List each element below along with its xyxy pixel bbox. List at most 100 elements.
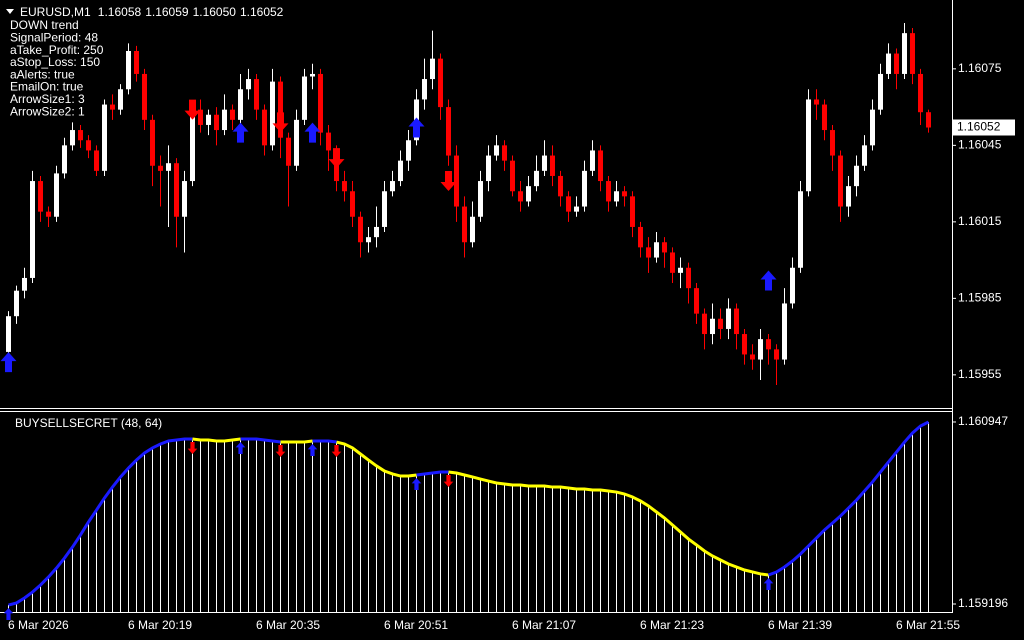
candle-body — [686, 267, 691, 289]
trend-line — [192, 437, 241, 443]
candle-body — [542, 155, 547, 171]
trend-line — [312, 439, 337, 444]
trend-line — [416, 470, 449, 477]
candle-body — [526, 186, 531, 202]
candle-body — [702, 313, 707, 335]
candle-body — [910, 33, 915, 74]
signal-arrow — [307, 444, 318, 457]
candle-body — [126, 51, 131, 90]
trend-line — [240, 437, 281, 444]
close-label: 1.16052 — [240, 5, 284, 19]
candle-body — [638, 226, 643, 248]
x-tick-label: 6 Mar 2026 — [8, 618, 69, 632]
candle-body — [462, 206, 467, 243]
candle-body — [374, 226, 379, 238]
candle-body — [662, 242, 667, 253]
signal-arrow — [0, 352, 17, 373]
candle-body — [558, 175, 563, 197]
candle-body — [534, 170, 539, 187]
candle-body — [926, 112, 931, 128]
candle-body — [454, 155, 459, 207]
candle-body — [246, 79, 251, 90]
candle-body — [822, 104, 827, 131]
candle-body — [406, 140, 411, 161]
x-tick-label: 6 Mar 21:55 — [896, 618, 960, 632]
candle-body — [726, 308, 731, 329]
candle-body — [886, 53, 891, 74]
signal-arrow — [331, 445, 342, 458]
candle-body — [294, 119, 299, 166]
candle-body — [54, 173, 59, 217]
candle-body — [134, 51, 139, 74]
x-tick-label: 6 Mar 21:07 — [512, 618, 576, 632]
candle-body — [582, 170, 587, 207]
candle-body — [318, 73, 323, 133]
candle-body — [166, 163, 171, 171]
x-tick-label: 6 Mar 20:51 — [384, 618, 448, 632]
candle-body — [494, 145, 499, 156]
candle-body — [694, 288, 699, 314]
candle-body — [894, 53, 899, 74]
trend-line — [280, 439, 313, 444]
menu-triangle[interactable] — [6, 9, 14, 14]
candle-body — [382, 191, 387, 227]
candle-body — [150, 119, 155, 166]
candle-body — [214, 114, 219, 131]
candle-body — [654, 242, 659, 258]
info-line: EmailOn: true — [10, 80, 84, 94]
candle-body — [518, 191, 523, 202]
candle-body — [102, 104, 107, 171]
candle-body — [710, 318, 715, 335]
candle-body — [70, 130, 75, 146]
candle-body — [230, 109, 235, 120]
trend-line — [8, 437, 193, 607]
y-tick-label: 1.16015 — [958, 214, 1002, 228]
candle-body — [550, 155, 555, 176]
signal-arrow — [232, 122, 249, 143]
candle-body — [342, 181, 347, 192]
info-line: aAlerts: true — [10, 67, 75, 81]
candle-body — [350, 191, 355, 217]
signal-arrow — [411, 477, 422, 490]
candle-body — [646, 247, 651, 258]
candle-body — [678, 267, 683, 273]
candle-body — [798, 191, 803, 268]
candle-body — [302, 76, 307, 120]
candle-body — [750, 354, 755, 360]
candle-body — [670, 252, 675, 273]
candle-body — [734, 308, 739, 335]
candle-body — [222, 109, 227, 131]
candle-body — [830, 130, 835, 156]
open-label: 1.16058 — [98, 5, 142, 19]
candle-body — [742, 334, 747, 355]
signal-arrow — [187, 442, 198, 455]
y-tick-label: 1.15955 — [958, 367, 1002, 381]
candle-body — [622, 191, 627, 197]
candle-body — [486, 155, 491, 182]
candle-body — [718, 318, 723, 329]
candle-body — [254, 79, 259, 110]
signal-arrow — [235, 442, 246, 455]
x-tick-label: 6 Mar 20:35 — [256, 618, 320, 632]
info-line: aTake_Profit: 250 — [10, 43, 104, 57]
candle-body — [142, 73, 147, 120]
candle-body — [398, 160, 403, 182]
candle-body — [878, 73, 883, 110]
high-label: 1.16059 — [145, 5, 189, 19]
candle-body — [6, 316, 11, 352]
signal-arrow — [328, 148, 345, 169]
candle-body — [46, 211, 51, 217]
candle-body — [158, 165, 163, 171]
candle-body — [182, 181, 187, 217]
candle-body — [262, 109, 267, 146]
y-tick-label: 1.15985 — [958, 291, 1002, 305]
x-tick-label: 6 Mar 21:23 — [640, 618, 704, 632]
candle-body — [78, 130, 83, 141]
header: EURUSD,M1 1.16058 1.16059 1.16050 1.16052 — [20, 5, 284, 19]
candle-body — [94, 150, 99, 171]
candle-body — [206, 114, 211, 125]
candle-body — [270, 81, 275, 146]
current-price-box — [953, 119, 1015, 136]
